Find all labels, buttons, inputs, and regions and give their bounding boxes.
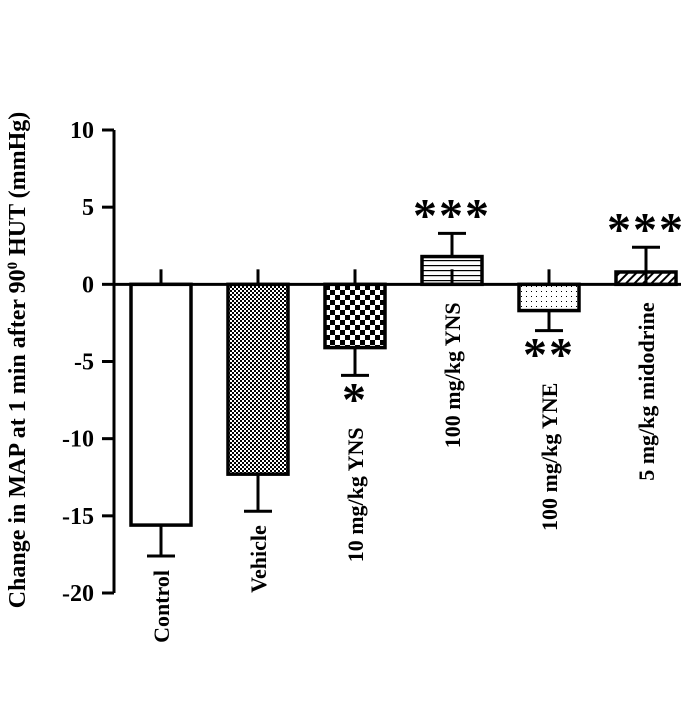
y-tick-label: -10 — [62, 427, 94, 453]
y-tick-label: -15 — [62, 504, 94, 530]
y-tick-label: -5 — [74, 350, 94, 376]
y-tick-label: 10 — [70, 118, 94, 144]
bars: ********* — [114, 189, 685, 558]
category-label: Vehicle — [246, 525, 271, 593]
bar — [226, 282, 290, 476]
bar — [517, 282, 581, 313]
y-axis: 10 5 0 -5 -10 -15 -20 — [62, 118, 116, 607]
significance-label: *** — [607, 203, 685, 256]
significance-label: *** — [413, 189, 491, 242]
significance-label: ** — [523, 329, 575, 382]
category-label: 5 mg/kg midodrine — [634, 302, 659, 481]
category-labels: Control Vehicle 10 mg/kg YNS 100 mg/kg YNS 1… — [149, 302, 659, 643]
y-axis-label: Change in MAP at 1 min after 900 HUT (mm… — [5, 112, 31, 609]
category-label: 100 mg/kg YNE — [537, 383, 562, 531]
y-tick-label: 5 — [82, 195, 94, 221]
y-tick-label: -20 — [62, 581, 94, 607]
y-tick-label: 0 — [82, 272, 94, 298]
category-label: 10 mg/kg YNS — [343, 427, 368, 562]
significance-label: * — [342, 373, 368, 426]
category-label: Control — [149, 570, 174, 643]
bar — [129, 282, 193, 527]
category-label: 100 mg/kg YNS — [440, 302, 465, 448]
bar — [323, 282, 387, 350]
